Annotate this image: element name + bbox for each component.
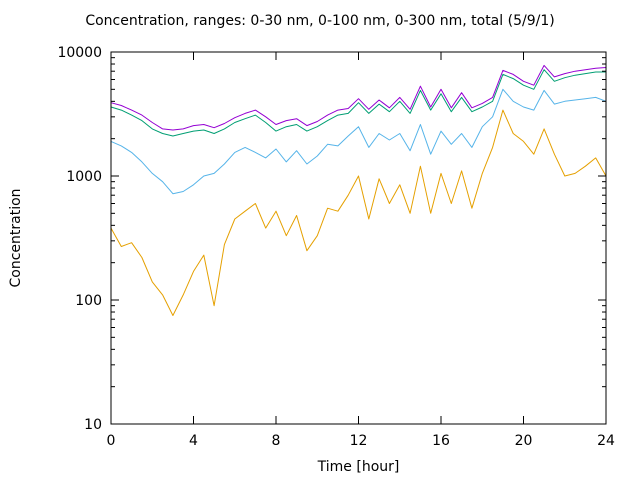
plot-lines bbox=[110, 64, 607, 316]
chart-title: Concentration, ranges: 0-30 nm, 0-100 nm… bbox=[85, 13, 555, 29]
series-line-1 bbox=[110, 109, 607, 316]
y-tick-label: 10000 bbox=[57, 45, 102, 61]
x-tick-label: 24 bbox=[597, 433, 615, 449]
x-tick-label: 12 bbox=[350, 433, 368, 449]
y-tick-label: 10 bbox=[84, 417, 102, 433]
x-tick-label: 8 bbox=[272, 433, 281, 449]
axis-ticks bbox=[110, 51, 607, 425]
plot-frame bbox=[110, 51, 607, 425]
x-tick-label: 20 bbox=[515, 433, 533, 449]
y-axis-label: Concentration bbox=[8, 188, 24, 287]
series-line-3 bbox=[110, 69, 606, 137]
series-line-2 bbox=[110, 88, 607, 195]
series-line-4 bbox=[110, 64, 607, 131]
x-axis-label: Time [hour] bbox=[317, 459, 400, 475]
x-tick-label: 16 bbox=[432, 433, 450, 449]
axis-tick-labels: 0 4 8 12 16 20 24 10 100 1000 10000 bbox=[57, 45, 615, 449]
x-tick-label: 0 bbox=[107, 433, 116, 449]
y-tick-label: 100 bbox=[75, 293, 102, 309]
y-tick-label: 1000 bbox=[66, 169, 102, 185]
x-tick-label: 4 bbox=[189, 433, 198, 449]
